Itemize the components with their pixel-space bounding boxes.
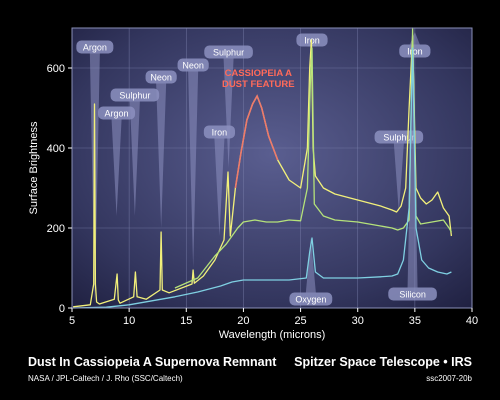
annotation-label: Oxygen bbox=[295, 295, 326, 305]
x-tick-label: 15 bbox=[180, 315, 192, 327]
y-tick-label: 600 bbox=[47, 63, 65, 75]
annotation-label: Sulphur bbox=[213, 48, 244, 58]
callouts: ArgonArgonSulphurNeonNeonSulphurIronIron… bbox=[76, 32, 437, 306]
x-tick-label: 40 bbox=[466, 315, 478, 327]
annotation-label: Argon bbox=[83, 43, 107, 53]
y-tick-label: 400 bbox=[47, 143, 65, 155]
callout-bubble bbox=[399, 44, 431, 58]
callout-pointer bbox=[111, 119, 122, 216]
x-tick-label: 35 bbox=[409, 315, 421, 327]
annotation-label: Sulphur bbox=[119, 91, 150, 101]
x-tick-label: 10 bbox=[123, 315, 135, 327]
figure-title: Dust In Cassiopeia A Supernova Remnant bbox=[28, 355, 277, 369]
x-tick-label: 25 bbox=[294, 315, 306, 327]
callout-bubble bbox=[177, 58, 209, 72]
annotation-label: Iron bbox=[407, 47, 423, 57]
x-axis-label: Wavelength (microns) bbox=[219, 329, 326, 341]
annotation-label: Neon bbox=[150, 73, 172, 83]
plot-background bbox=[72, 28, 472, 308]
dust-feature-line bbox=[234, 94, 279, 189]
annotation-label: Iron bbox=[212, 128, 228, 138]
callout-bubble bbox=[110, 88, 160, 102]
callout-pointer bbox=[393, 143, 404, 212]
annotation-label: Silicon bbox=[399, 290, 426, 300]
dust-feature-text: CASSIOPEIA A bbox=[225, 68, 293, 79]
y-tick-label: 0 bbox=[59, 303, 65, 315]
dust-feature-text: DUST FEATURE bbox=[222, 79, 295, 90]
mission-label: Spitzer Space Telescope • IRS bbox=[294, 355, 472, 369]
callout-bubble bbox=[204, 45, 253, 59]
callout-bubble bbox=[145, 70, 177, 84]
callout-pointer bbox=[129, 101, 140, 216]
annotation-label: Sulphur bbox=[383, 133, 414, 143]
annotation-label: Neon bbox=[182, 61, 204, 71]
x-tick-label: 20 bbox=[237, 315, 249, 327]
x-tick-label: 5 bbox=[69, 315, 75, 327]
y-tick-label: 200 bbox=[47, 223, 65, 235]
annotation-label: Argon bbox=[105, 109, 129, 119]
callout-bubble bbox=[388, 287, 437, 301]
callout-pointer bbox=[407, 48, 418, 288]
series-layer bbox=[73, 27, 453, 309]
callout-bubble bbox=[289, 292, 333, 306]
callout-pointer bbox=[223, 58, 234, 168]
spectrum-line-3 bbox=[73, 47, 452, 309]
figure-credit: NASA / JPL-Caltech / J. Rho (SSC/Caltech… bbox=[28, 374, 183, 383]
callout-bubble bbox=[98, 106, 136, 120]
callout-bubble bbox=[203, 125, 236, 139]
image-id: ssc2007-20b bbox=[426, 374, 472, 383]
callout-pointer bbox=[214, 138, 225, 236]
plot-frame bbox=[71, 27, 473, 309]
x-tick-label: 30 bbox=[352, 315, 364, 327]
y-axis-label: Surface Brightness bbox=[28, 121, 40, 214]
callout-pointer bbox=[156, 83, 167, 228]
callout-bubble bbox=[76, 40, 114, 54]
callout-pointer bbox=[305, 238, 316, 293]
callout-pointer bbox=[188, 71, 199, 268]
